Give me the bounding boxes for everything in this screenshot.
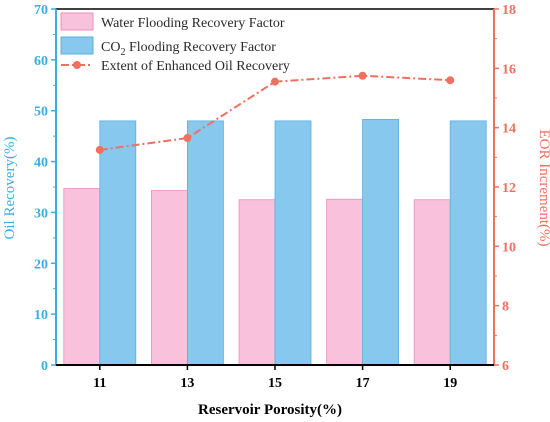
y2-axis-title: EOR Increment(%)	[536, 129, 550, 246]
bar-water-19	[413, 199, 451, 366]
left-axis: 0 10 20 30 40 50 60 70	[34, 3, 57, 374]
x-tick-label: 15	[268, 376, 282, 391]
y2-tick-label: 6	[502, 359, 509, 374]
point-eor-17	[358, 71, 367, 80]
legend: Water Flooding Recovery Factor CO2 Flood…	[60, 12, 290, 74]
y-tick-label: 20	[34, 257, 48, 272]
bar-co2-15	[274, 120, 312, 366]
legend-label-eor: Extent of Enhanced Oil Recovery	[101, 59, 290, 74]
legend-label-co2: CO2 Flooding Recovery Factor	[101, 40, 276, 58]
y2-tick-label: 16	[502, 62, 516, 77]
point-eor-15	[271, 77, 279, 86]
y-tick-label: 40	[34, 156, 48, 171]
y2-tick-label: 10	[502, 240, 516, 255]
legend-label-water: Water Flooding Recovery Factor	[101, 16, 285, 31]
x-axis: 11 13 15 17 19	[56, 364, 494, 391]
bar-co2-13	[186, 120, 224, 366]
legend-swatch-co2	[60, 36, 94, 55]
bar-co2-11	[99, 120, 137, 366]
y-tick-label: 10	[34, 308, 48, 323]
legend-label-co2-suffix: Flooding Recovery Factor	[125, 40, 276, 55]
y-tick-label: 70	[34, 3, 48, 18]
x-tick-label: 11	[93, 376, 106, 391]
y-axis-title: Oil Recovery(%)	[2, 137, 18, 240]
point-eor-19	[446, 76, 455, 85]
y2-tick-label: 14	[502, 122, 516, 137]
y2-tick-label: 8	[502, 300, 509, 315]
bar-water-13	[150, 190, 188, 366]
bar-water-11	[63, 188, 101, 366]
x-tick-label: 13	[180, 376, 194, 391]
bars-layer	[63, 118, 487, 366]
y-tick-label: 0	[41, 359, 48, 374]
x-axis-title: Reservoir Porosity(%)	[198, 402, 342, 418]
x-tick-label: 19	[443, 376, 457, 391]
bar-water-17	[326, 198, 364, 366]
y-tick-label: 30	[34, 206, 48, 221]
legend-swatch-water	[60, 12, 94, 31]
legend-marker-eor	[73, 61, 81, 69]
y2-tick-label: 12	[502, 181, 516, 196]
y-tick-label: 60	[34, 54, 48, 69]
point-eor-13	[183, 134, 192, 143]
legend-label-co2-subscript: 2	[120, 47, 125, 58]
point-eor-11	[95, 145, 104, 154]
right-axis: 6 8 10 12 14 16 18	[493, 3, 516, 374]
bar-co2-17	[362, 118, 400, 366]
bar-water-15	[238, 199, 276, 366]
x-tick-label: 17	[356, 376, 370, 391]
line-layer	[95, 71, 455, 154]
y2-tick-label: 18	[502, 3, 516, 18]
y-tick-label: 50	[34, 105, 48, 120]
legend-label-co2-main: CO	[101, 40, 120, 55]
bar-co2-19	[449, 120, 487, 366]
